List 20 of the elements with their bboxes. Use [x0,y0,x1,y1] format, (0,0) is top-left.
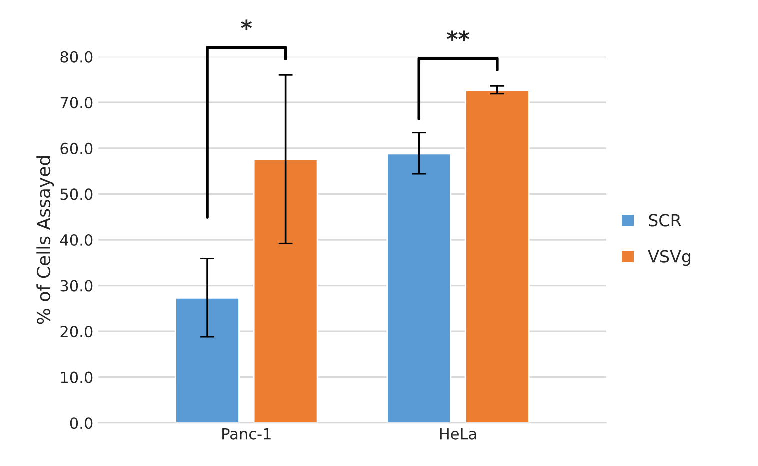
y-tick-label: 0.0 [70,418,93,430]
y-tick-label: 20.0 [60,326,93,338]
y-tick-label: 60.0 [60,142,93,154]
y-tick-label: 10.0 [61,372,93,384]
legend-label: VSVg [648,250,691,266]
bar [464,90,530,424]
x-tick-label: HeLa [440,428,476,440]
y-tick-label: 40.0 [60,234,93,246]
text: ** [447,30,470,42]
y-tick-label: 80.0 [60,51,93,63]
y-tick-label: 70.0 [60,97,93,109]
legend-label: SCR [649,214,682,227]
bar [175,297,240,424]
y-tick-label: 30.0 [60,280,93,292]
bar [253,159,318,424]
y-axis-title: % of Cells Assayed [36,156,54,324]
x-tick-label: Panc-1 [222,428,271,440]
y-tick-label: 50.0 [60,188,93,200]
bar [386,153,452,424]
text: * [241,20,252,30]
